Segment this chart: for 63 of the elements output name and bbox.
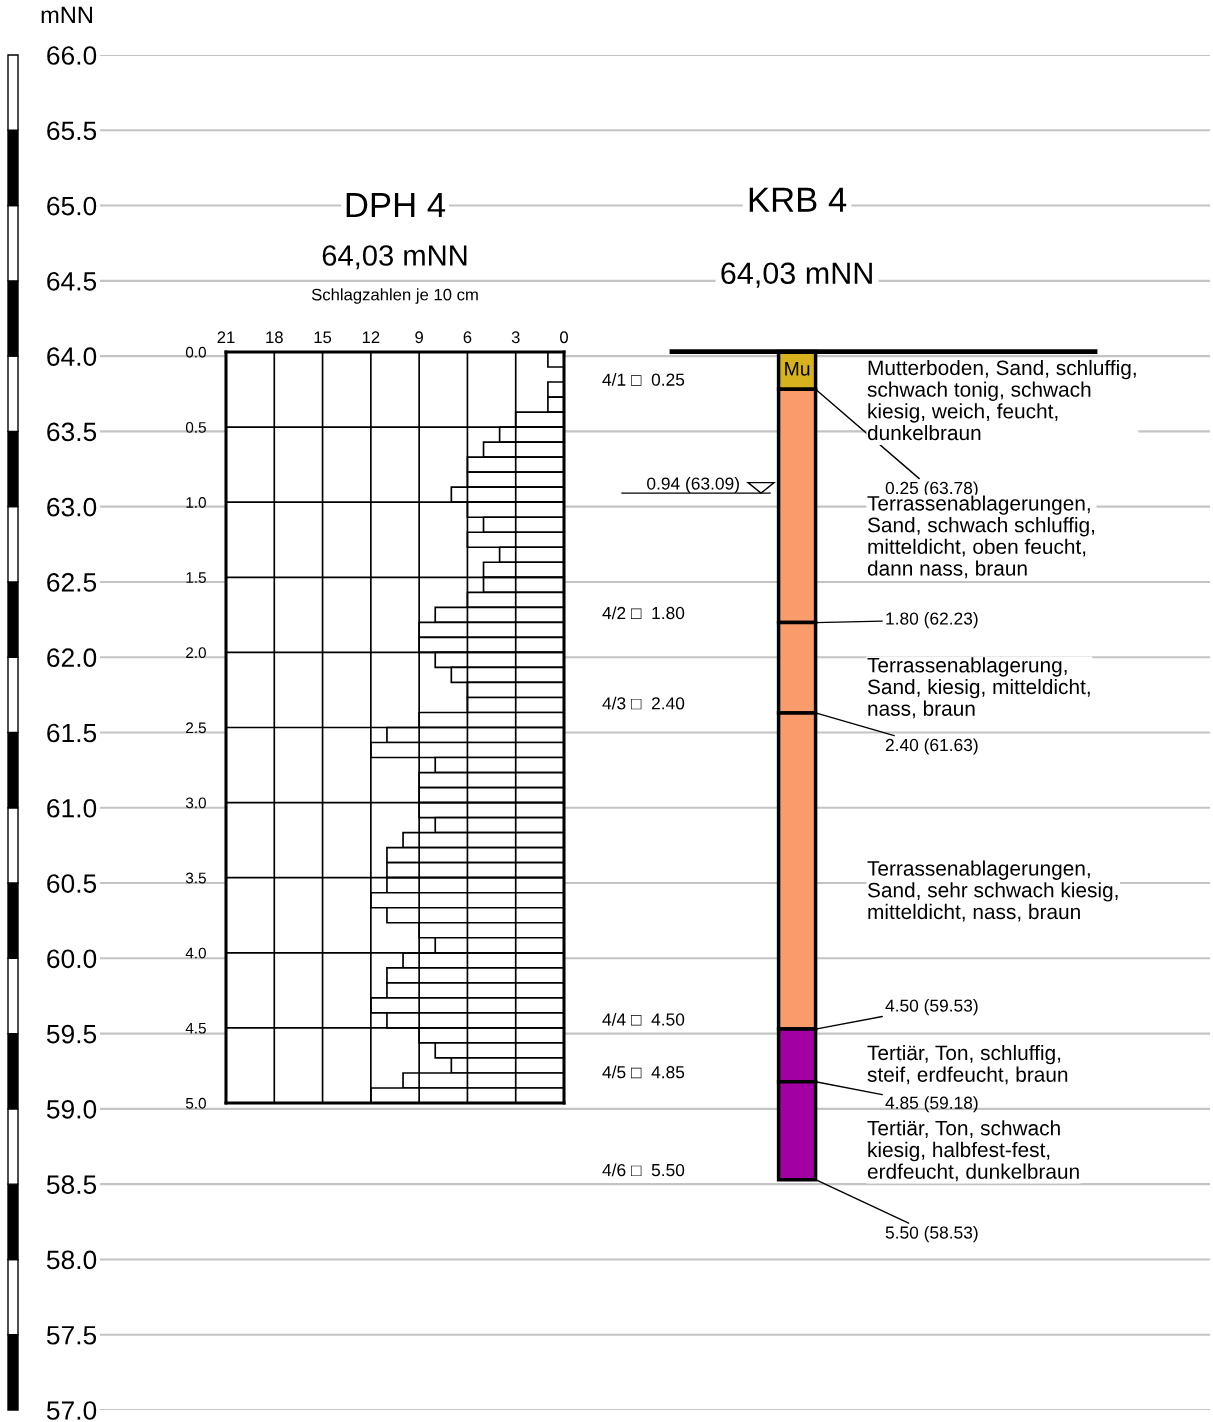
y-tick-label: 58.5	[46, 1175, 97, 1194]
y-tick-label: 4.5	[185, 1022, 206, 1034]
annotation: 4/3 □ 2.40	[602, 696, 685, 710]
y-tick-label: 58.0	[46, 1250, 97, 1270]
annotation: 4.50 (59.53)	[885, 999, 978, 1016]
x-tick-label: 9	[415, 331, 423, 344]
y-axis-title: mNN	[41, 6, 92, 24]
y-tick-label: 61.5	[47, 723, 97, 743]
y-tick-label: 57.5	[46, 1326, 97, 1345]
y-tick-label: 2.5	[186, 722, 206, 734]
y-tick-label: 60.0	[47, 949, 97, 969]
text: KRB 4	[749, 187, 847, 212]
text: 64,03 mNN	[721, 262, 872, 288]
chart-title: DPH 4	[346, 193, 446, 217]
annotation: Terrassenablagerung, Sand, kiesig, mitteldicht, nass, braun	[867, 657, 1090, 719]
y-tick-label: 0.0	[185, 346, 206, 358]
annotation: Terrassenablagerungen, Sand, sehr schwach kiesig, mitteldicht, nass, braun	[867, 860, 1118, 922]
annotation: Terrassenablagerungen, Sand, schwach schluffig, mitteldicht, oben feucht, dann nass, braun	[867, 495, 1095, 579]
y-tick-label: 61.0	[47, 798, 97, 818]
chart-subtitle: 64,03 mNN	[322, 245, 467, 270]
x-tick-label: 12	[362, 331, 380, 343]
annotation: 5.50 (58.53)	[885, 1225, 978, 1243]
y-tick-label: 64.5	[47, 271, 97, 291]
x-axis-title: Schlagzahlen je 10 cm	[311, 288, 478, 304]
y-tick-label: 4.0	[185, 947, 206, 959]
annotation: 2.40 (61.63)	[885, 738, 978, 755]
annotation: 4/5 □ 4.85	[602, 1065, 685, 1079]
x-tick-label: 21	[217, 331, 235, 343]
y-tick-label: 1.5	[186, 572, 206, 583]
annotation: Tertiär, Ton, schluffig, steif, erdfeucht, braun	[867, 1044, 1068, 1085]
y-tick-label: 3.0	[185, 797, 206, 809]
y-tick-label: 65.0	[47, 196, 97, 216]
y-tick-label: 62.5	[47, 573, 97, 592]
x-tick-label: 6	[463, 331, 472, 344]
x-tick-label: 18	[266, 331, 283, 344]
annotation: 1.80 (62.23)	[886, 611, 978, 629]
annotation: Tertiär, Ton, schwach kiesig, halbfest-fest, erdfeucht, dunkelbraun	[867, 1120, 1079, 1182]
y-tick-label: 3.5	[185, 872, 206, 884]
y-tick-label: 5.0	[185, 1097, 206, 1109]
annotation: 4/4 □ 4.50	[602, 1012, 685, 1026]
ref-line-label: 0.94 (63.09)	[647, 476, 739, 494]
annotation: 4.85 (59.18)	[885, 1096, 978, 1113]
y-tick-label: 64.0	[47, 347, 97, 366]
y-tick-label: 1.0	[186, 497, 206, 508]
y-tick-label: 2.0	[186, 647, 206, 659]
y-tick-label: 59.0	[46, 1100, 97, 1119]
x-tick-label: 0	[560, 331, 568, 344]
y-tick-label: 62.0	[47, 648, 97, 668]
y-tick-label: 0.5	[185, 421, 206, 433]
series-label: Mu	[785, 362, 810, 376]
x-tick-label: 3	[511, 331, 520, 344]
y-tick-label: 66.0	[47, 46, 97, 65]
y-tick-label: 63.5	[47, 422, 97, 442]
annotation: 4/6 □ 5.50	[602, 1163, 685, 1177]
annotation: Mutterboden, Sand, schluffig, schwach tonig, schwach kiesig, weich, feucht, dunkelbraun	[867, 359, 1136, 441]
annotation: 4/2 □ 1.80	[602, 606, 685, 620]
y-tick-label: 65.5	[47, 121, 97, 141]
x-tick-label: 15	[314, 331, 332, 344]
annotation: 4/1 □ 0.25	[602, 373, 685, 386]
y-tick-label: 60.5	[47, 874, 97, 893]
y-tick-label: 59.5	[46, 1024, 97, 1044]
y-tick-label: 63.0	[47, 497, 97, 517]
y-tick-label: 57.0	[46, 1401, 97, 1420]
